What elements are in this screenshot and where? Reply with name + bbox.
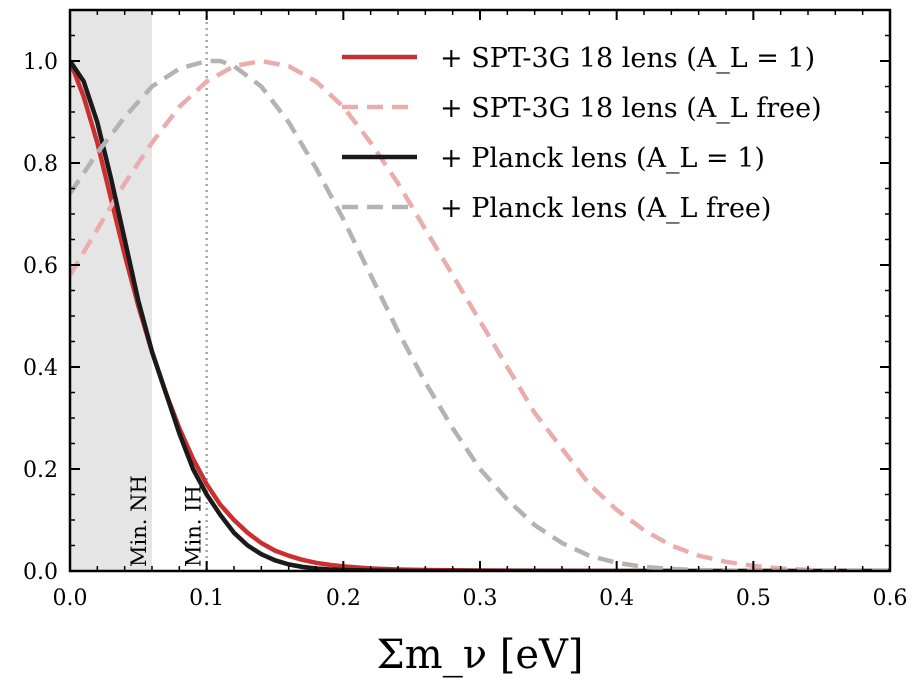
legend-label-1: + SPT-3G 18 lens (A_L = 1) xyxy=(440,43,815,74)
y-tick-label: 0.4 xyxy=(23,356,58,381)
legend-label-3: + Planck lens (A_L = 1) xyxy=(440,143,765,174)
x-tick-label: 0.3 xyxy=(463,586,498,611)
x-tick-label: 0.4 xyxy=(599,586,634,611)
y-tick-label: 0.8 xyxy=(23,152,58,177)
annotation-min-nh: Min. NH xyxy=(127,475,151,567)
legend: + SPT-3G 18 lens (A_L = 1) + SPT-3G 18 le… xyxy=(342,43,822,224)
y-tick-label: 1.0 xyxy=(23,50,58,75)
x-tick-label: 0.2 xyxy=(326,586,361,611)
y-tick-label: 0.0 xyxy=(23,560,58,585)
y-tick-label: 0.6 xyxy=(23,254,58,279)
x-tick-label: 0.0 xyxy=(53,586,88,611)
x-tick-label: 0.5 xyxy=(736,586,771,611)
annotation-min-ih: Min. IH xyxy=(182,485,206,567)
series-line-4 xyxy=(70,58,890,571)
x-tick-label: 0.6 xyxy=(873,586,908,611)
legend-label-2: + SPT-3G 18 lens (A_L free) xyxy=(440,93,822,124)
y-tick-label: 0.2 xyxy=(23,458,58,483)
legend-label-4: + Planck lens (A_L free) xyxy=(440,193,771,224)
x-tick-label: 0.1 xyxy=(189,586,224,611)
x-axis-label: Σm_ν [eV] xyxy=(376,632,583,678)
series-line-2 xyxy=(70,58,890,571)
